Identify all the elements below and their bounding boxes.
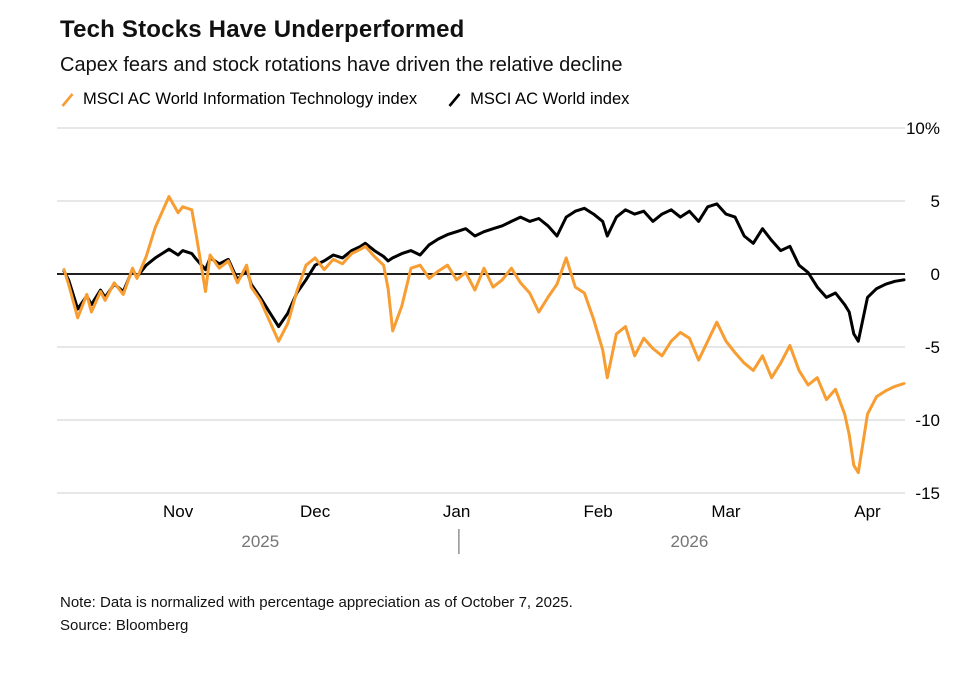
legend-label-world-index: MSCI AC World index	[470, 90, 630, 108]
orange-slash-icon	[61, 92, 74, 107]
legend-item-tech-index: MSCI AC World Information Technology ind…	[60, 90, 417, 109]
chart-page: Tech Stocks Have Underperformed Capex fe…	[0, 16, 975, 638]
legend-label-tech-index: MSCI AC World Information Technology ind…	[83, 90, 418, 108]
y-tick-label: 5	[931, 192, 940, 211]
x-tick-label: Dec	[300, 502, 331, 521]
legend: MSCI AC World Information Technology ind…	[60, 90, 975, 109]
series-line-tech-index	[62, 195, 906, 475]
chart-title: Tech Stocks Have Underperformed	[60, 16, 465, 43]
source-text: Source: Bloomberg	[60, 617, 189, 635]
y-tick-label: 0	[931, 265, 940, 284]
series-line-world-index	[62, 202, 906, 343]
y-tick-label: -15	[915, 484, 940, 503]
y-tick-label: -5	[925, 338, 940, 357]
line-chart: 10% 5 0 -5 -10 -15 Nov Dec Jan Feb Mar Apr 2025 2026	[57, 119, 940, 554]
x-tick-label: Jan	[443, 502, 470, 521]
chart-subtitle: Capex fears and stock rotations have dri…	[60, 54, 623, 76]
year-label: 2025	[241, 532, 279, 551]
y-tick-label: 10%	[906, 119, 940, 138]
y-tick-label: -10	[915, 411, 940, 430]
legend-item-world-index: MSCI AC World index	[447, 90, 629, 109]
x-tick-label: Feb	[583, 502, 612, 521]
chart-footer: Note: Data is normalized with percentage…	[60, 591, 975, 638]
year-label: 2026	[671, 532, 709, 551]
x-tick-label: Mar	[711, 502, 741, 521]
black-slash-icon	[448, 92, 461, 107]
x-tick-label: Apr	[854, 502, 881, 521]
x-tick-label: Nov	[163, 502, 194, 521]
note-text: Note: Data is normalized with percentage…	[60, 594, 573, 611]
